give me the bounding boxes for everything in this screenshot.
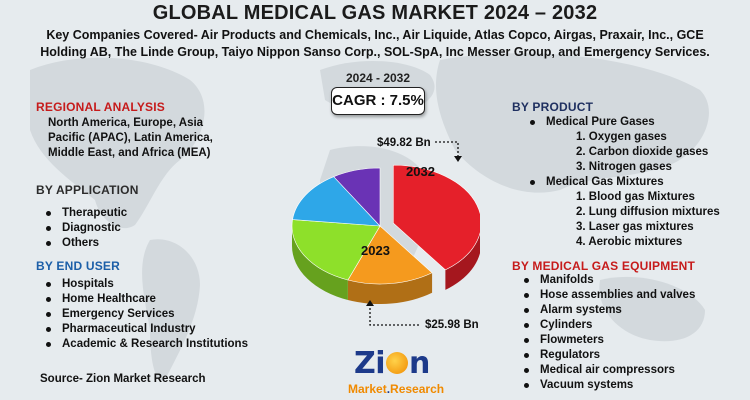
list-item: Others [40,236,127,251]
value-label-2023: $25.98 Bn [425,319,479,331]
logo-sub-market: Market [348,382,387,396]
logo-wordmark: Zi n [354,346,430,381]
list-item: Manifolds [518,273,695,288]
list-item: Regulators [518,348,695,363]
list-item: Cylinders [518,318,695,333]
pure-gases-sublist: 1. Oxygen gases 2. Carbon dioxide gases … [546,130,720,175]
cagr-badge: CAGR : 7.5% [331,87,425,115]
list-item: 3. Laser gas mixtures [576,221,694,233]
regional-analysis-title: REGIONAL ANALYSIS [36,100,165,114]
equipment-title: BY MEDICAL GAS EQUIPMENT [512,259,696,273]
bottom-value-leader [369,304,420,326]
companies-line-2: Holding AB, The Linde Group, Taiyo Nippo… [40,45,710,59]
regional-analysis-text: North America, Europe, Asia Pacific (APA… [48,116,213,161]
companies-line-1: Key Companies Covered- Air Products and … [46,28,704,42]
pie-slice [292,176,381,227]
list-item: Pharmaceutical Industry [40,322,248,337]
list-item: Academic & Research Institutions [40,337,248,352]
list-item: Medical Pure Gases 1. Oxygen gases 2. Ca… [524,115,720,175]
regional-line-2: Pacific (APAC), Latin America, [48,132,213,144]
top-value-arrowhead [454,156,462,162]
pie-slice-side [292,226,348,300]
list-item: Emergency Services [40,307,248,322]
equipment-list: Manifolds Hose assemblies and valves Ala… [518,273,695,393]
pie-slices [291,164,480,304]
list-item: Hose assemblies and valves [518,288,695,303]
regional-line-3: Middle East, and Africa (MEA) [48,147,211,159]
page-title: GLOBAL MEDICAL GAS MARKET 2024 – 2032 [152,2,598,24]
list-item: 1. Blood gas Mixtures [576,191,695,203]
pie-slice [347,225,433,285]
slice-label-2032: 2032 [406,164,435,179]
end-user-title: BY END USER [36,259,120,273]
source-note: Source- Zion Market Research [40,373,206,385]
list-item: Hospitals [40,277,248,292]
product-pure-label: Medical Pure Gases [546,116,655,128]
end-user-list: Hospitals Home Healthcare Emergency Serv… [40,277,248,352]
list-item: Vacuum systems [518,378,695,393]
logo-sub-research: Research [390,382,445,396]
pie-slice-2032 [393,164,480,271]
product-title: BY PRODUCT [512,100,594,114]
pie-slice-side [445,233,480,290]
list-item: Home Healthcare [40,292,248,307]
list-item: Flowmeters [518,333,695,348]
pie-slice [333,167,381,227]
list-item: 3. Nitrogen gases [576,161,672,173]
list-item: Medical Gas Mixtures 1. Blood gas Mixtur… [524,175,720,250]
zion-logo: Zi n Market.Research [340,346,460,400]
product-mixtures-label: Medical Gas Mixtures [546,176,664,188]
list-item: 2. Lung diffusion mixtures [576,206,720,218]
list-item: 1. Oxygen gases [576,131,667,143]
application-list: Therapeutic Diagnostic Others [40,206,127,251]
mixtures-sublist: 1. Blood gas Mixtures 2. Lung diffusion … [546,190,720,250]
regional-line-1: North America, Europe, Asia [48,117,204,129]
bottom-value-arrowhead [366,300,374,306]
list-item: Alarm systems [518,303,695,318]
list-item: 2. Carbon dioxide gases [576,146,709,158]
application-title: BY APPLICATION [36,183,139,197]
market-pie-chart [291,141,480,326]
logo-subtitle: Market.Research [348,382,445,396]
list-item: Medical air compressors [518,363,695,378]
value-label-2032: $49.82 Bn [377,137,431,149]
top-value-leader [435,141,459,158]
slice-label-2023: 2023 [361,243,390,258]
companies-covered: Key Companies Covered- Air Products and … [8,27,742,61]
product-list: Medical Pure Gases 1. Oxygen gases 2. Ca… [524,115,720,250]
list-item: Diagnostic [40,221,127,236]
list-item: Therapeutic [40,206,127,221]
pie-slice-2023 [291,219,381,281]
forecast-period: 2024 - 2032 [345,71,411,85]
list-item: 4. Aerobic mixtures [576,236,683,248]
logo-globe-icon [386,352,409,374]
